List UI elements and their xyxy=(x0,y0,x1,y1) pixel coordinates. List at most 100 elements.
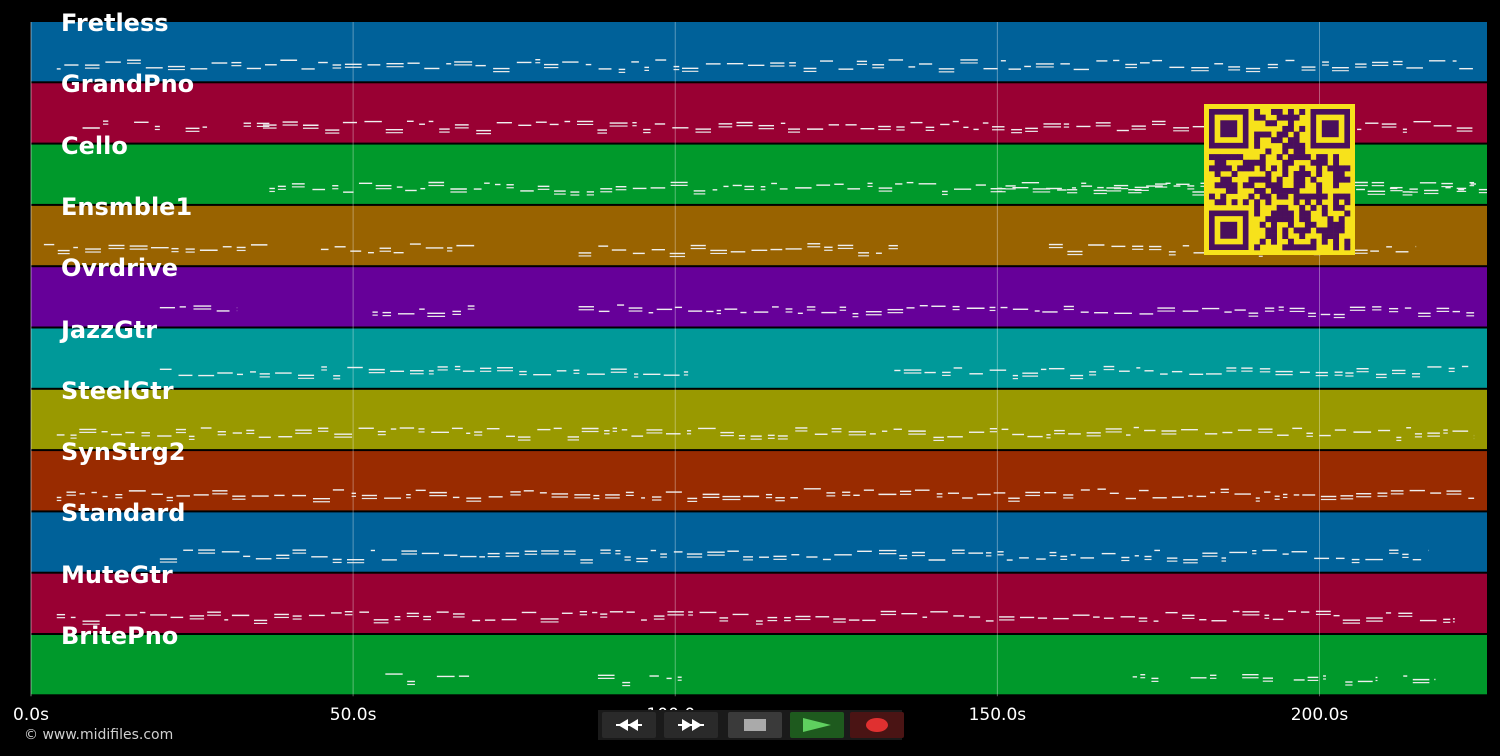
qr-module xyxy=(1276,131,1283,138)
qr-module xyxy=(1316,154,1323,161)
qr-module xyxy=(1304,216,1311,223)
qr-module xyxy=(1293,171,1300,177)
qr-module xyxy=(1316,182,1323,189)
qr-module xyxy=(1338,221,1345,228)
qr-module xyxy=(1271,187,1277,194)
record-icon xyxy=(866,718,888,732)
stop-button[interactable] xyxy=(728,712,782,738)
qr-module xyxy=(1231,187,1238,194)
track-label: Ensmble1 xyxy=(61,192,193,221)
qr-module xyxy=(1293,131,1300,138)
play-button[interactable] xyxy=(790,712,844,738)
transport-bar xyxy=(598,710,904,740)
rewind-button[interactable] xyxy=(602,712,656,738)
qr-module xyxy=(1220,182,1227,189)
qr-module xyxy=(1282,125,1289,132)
qr-module xyxy=(1209,154,1215,161)
qr-module xyxy=(1259,159,1266,166)
qr-module xyxy=(1220,165,1227,172)
qr-module xyxy=(1321,159,1328,166)
qr-module xyxy=(1304,154,1311,161)
qr-module xyxy=(1282,171,1289,177)
qr-module xyxy=(1316,187,1323,194)
qr-module xyxy=(1276,210,1283,217)
track-label: SynStrg2 xyxy=(61,438,186,467)
qr-module xyxy=(1327,233,1334,240)
track-lane xyxy=(31,267,1487,327)
qr-module xyxy=(1265,227,1272,234)
qr-module xyxy=(1220,159,1227,166)
qr-module xyxy=(1304,244,1311,251)
qr-module xyxy=(1259,221,1266,228)
qr-module xyxy=(1321,204,1328,211)
qr-module xyxy=(1254,159,1261,166)
qr-module xyxy=(1237,165,1244,172)
qr-module xyxy=(1254,142,1261,149)
qr-module xyxy=(1327,165,1334,172)
tick-label: 200.0s xyxy=(1290,705,1349,725)
record-button[interactable] xyxy=(850,712,904,738)
qr-module xyxy=(1299,210,1306,217)
qr-module xyxy=(1225,176,1232,183)
qr-module xyxy=(1271,109,1277,115)
qr-module xyxy=(1282,148,1289,155)
qr-module xyxy=(1265,120,1272,127)
qr-module xyxy=(1299,227,1306,234)
qr-module xyxy=(1220,154,1227,161)
qr-module xyxy=(1271,120,1277,127)
qr-module xyxy=(1214,182,1221,189)
qr-module xyxy=(1310,193,1317,200)
qr-module xyxy=(1333,159,1340,166)
qr-module xyxy=(1338,171,1345,177)
qr-module xyxy=(1231,199,1238,206)
qr-module xyxy=(1254,199,1261,206)
qr-module xyxy=(1254,187,1261,194)
qr-module xyxy=(1299,165,1306,172)
track-label: Ovrdrive xyxy=(61,254,179,283)
qr-module xyxy=(1214,154,1221,161)
qr-module xyxy=(1293,176,1300,183)
qr-module xyxy=(1327,216,1334,223)
qr-module xyxy=(1220,120,1238,138)
qr-module xyxy=(1265,148,1272,155)
qr-module xyxy=(1254,244,1261,251)
qr-module xyxy=(1276,204,1283,211)
qr-module xyxy=(1282,227,1289,234)
qr-module xyxy=(1321,120,1339,138)
qr-module xyxy=(1316,165,1323,172)
play-icon xyxy=(803,718,831,732)
qr-module xyxy=(1259,193,1266,200)
qr-module xyxy=(1299,244,1306,251)
qr-module xyxy=(1282,187,1289,194)
qr-module xyxy=(1344,210,1351,217)
qr-module xyxy=(1254,109,1261,115)
qr-module xyxy=(1248,176,1255,183)
qr-module xyxy=(1271,216,1277,223)
qr-module xyxy=(1338,216,1345,223)
qr-module xyxy=(1293,154,1300,161)
qr-module xyxy=(1242,159,1249,166)
qr-module xyxy=(1321,227,1328,234)
qr-code-icon xyxy=(1204,104,1355,255)
track-lane xyxy=(31,389,1487,450)
qr-module xyxy=(1333,154,1340,161)
qr-module xyxy=(1265,171,1272,177)
qr-module xyxy=(1293,193,1300,200)
qr-module xyxy=(1304,227,1311,234)
qr-module xyxy=(1299,154,1306,161)
qr-module xyxy=(1271,210,1277,217)
qr-module xyxy=(1327,221,1334,228)
qr-module xyxy=(1271,221,1277,228)
qr-module xyxy=(1248,165,1255,172)
qr-module xyxy=(1310,238,1317,245)
qr-module xyxy=(1220,193,1227,200)
fast-forward-button[interactable] xyxy=(664,712,718,738)
qr-module xyxy=(1338,193,1345,200)
qr-module xyxy=(1276,109,1283,115)
qr-module xyxy=(1282,233,1289,240)
qr-module xyxy=(1248,182,1255,189)
qr-module xyxy=(1310,176,1317,183)
qr-module xyxy=(1287,154,1294,161)
qr-module xyxy=(1304,193,1311,200)
qr-module xyxy=(1310,204,1317,211)
